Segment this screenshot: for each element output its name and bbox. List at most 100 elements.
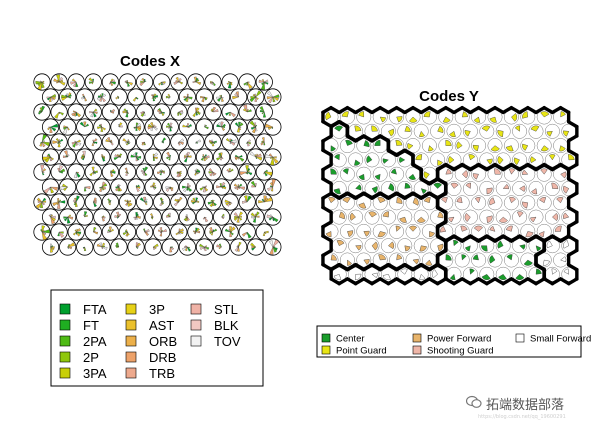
codes-y-node (405, 195, 421, 211)
codes-x-legend-label: TRB (149, 366, 175, 381)
codes-y-node (339, 166, 355, 182)
codes-x-legend-swatch (125, 351, 137, 363)
codes-y-node (503, 138, 519, 154)
codes-y-node (544, 123, 560, 139)
codes-y-border-segment (411, 263, 423, 272)
codes-x-legend-item: FTA (59, 302, 107, 317)
codes-y-legend-item: Shooting Guard (412, 346, 494, 357)
codes-y-border-segment (436, 191, 448, 200)
codes-y-legend-label: Center (336, 334, 365, 345)
codes-x-node (127, 88, 145, 106)
codes-x-node (101, 73, 120, 91)
codes-y-node (528, 123, 544, 139)
codes-y-node (438, 195, 454, 211)
codes-x-legend-label: 2PA (83, 334, 107, 349)
codes-y-node (397, 266, 413, 282)
codes-x-node (118, 163, 137, 181)
codes-x-legend-swatch (59, 335, 71, 347)
codes-x-node (127, 208, 145, 226)
codes-y-border-segment (485, 105, 497, 115)
codes-x-node (76, 208, 94, 226)
codes-y-node (348, 181, 364, 196)
codes-x-node (204, 163, 222, 181)
codes-x-node (178, 88, 196, 106)
codes-x-node (136, 133, 154, 151)
codes-y-border-segment (427, 177, 440, 186)
codes-y-hex-grid (323, 109, 577, 282)
codes-y-border-segment (518, 163, 530, 172)
codes-x-node (178, 208, 196, 226)
codes-y-node (512, 123, 528, 139)
codes-y-border-segment (395, 277, 407, 286)
codes-y-border-segment (460, 277, 473, 286)
codes-x-legend-label: AST (149, 318, 174, 333)
codes-x-node (204, 103, 222, 121)
codes-y-node (536, 252, 552, 268)
codes-y-node (520, 223, 536, 239)
codes-y-node (553, 223, 569, 239)
codes-x-node (230, 148, 248, 166)
codes-y-node (413, 181, 429, 196)
codes-y-node (356, 252, 372, 268)
codes-x-node (255, 193, 273, 211)
codes-y-border-segment (411, 277, 423, 286)
codes-x-legend-swatch (59, 351, 71, 363)
codes-y-border-segment (362, 277, 374, 286)
codes-x-node (118, 103, 137, 121)
codes-y-legend-label: Small Forward (530, 334, 591, 345)
codes-y-border-segment (321, 105, 333, 115)
codes-x-node (41, 238, 60, 256)
codes-y-node (348, 209, 364, 225)
codes-x-node (195, 178, 214, 196)
codes-x-node (118, 223, 137, 241)
codes-y-border-segment (567, 134, 579, 143)
codes-x-node (127, 148, 145, 166)
codes-y-border-segment (534, 105, 546, 115)
codes-x-node (33, 73, 51, 91)
codes-y-node (479, 209, 495, 225)
codes-x-node (153, 193, 171, 211)
codes-x-legend-item: FT (59, 318, 99, 333)
codes-x-node (33, 133, 51, 151)
codes-y-legend-item: Point Guard (321, 346, 387, 357)
codes-y-node (413, 152, 429, 168)
codes-y-border-segment (542, 234, 555, 243)
codes-y-border-segment (386, 105, 399, 115)
codes-y-node (454, 252, 470, 268)
codes-x-node (153, 163, 171, 181)
codes-x-node (144, 208, 162, 226)
codes-y-node (462, 181, 478, 196)
codes-x-node (110, 88, 128, 106)
codes-y-node (487, 252, 503, 268)
codes-y-legend-item: Power Forward (412, 334, 491, 345)
codes-y-border-segment (386, 148, 399, 157)
codes-x-node (161, 238, 179, 256)
codes-y-node (413, 123, 429, 139)
codes-y-node (438, 166, 454, 182)
codes-y-node (487, 223, 503, 239)
codes-y-border-segment (362, 263, 374, 272)
codes-x-legend-swatch (125, 303, 137, 315)
codes-y-node (528, 152, 544, 168)
codes-x-node (178, 178, 196, 196)
codes-y-border-segment (550, 163, 563, 172)
codes-y-node (438, 252, 454, 268)
codes-y-node (553, 195, 569, 211)
codes-x-node (93, 88, 111, 106)
codes-y-node (520, 252, 536, 268)
codes-x-node (255, 103, 273, 121)
codes-y-border-segment (378, 277, 391, 286)
codes-x-legend-label: 2P (83, 350, 99, 365)
codes-x-node (41, 208, 60, 226)
codes-y-border-segment (477, 277, 489, 286)
codes-y-border-segment (477, 234, 489, 243)
codes-x-node (84, 103, 102, 121)
codes-y-node (405, 109, 421, 125)
codes-y-node (380, 238, 396, 254)
codes-x-node (264, 148, 282, 166)
codes-x-node (204, 193, 222, 211)
codes-y-node (356, 223, 372, 239)
codes-x-legend-swatch (59, 319, 71, 331)
codes-y-node (446, 152, 462, 168)
